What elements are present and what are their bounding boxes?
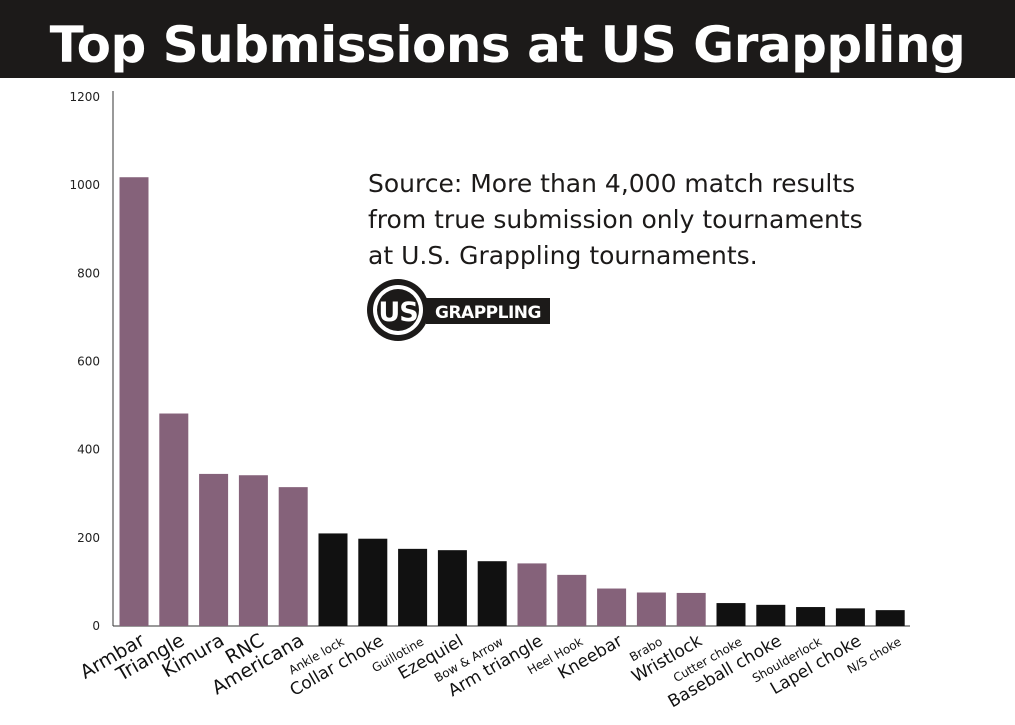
source-note: Source: More than 4,000 match results fr… [368, 166, 968, 274]
y-tick-label: 1200 [69, 90, 100, 104]
bar-heel-hook [557, 574, 587, 626]
y-tick-label: 400 [77, 443, 100, 457]
title-bar: Top Submissions at US Grappling [0, 0, 1015, 78]
bar-americana [278, 487, 308, 626]
bar-arm-triangle [517, 563, 547, 626]
source-note-line-1: Source: More than 4,000 match results [368, 169, 856, 198]
bar-kimura [199, 473, 229, 626]
source-note-line-2: from true submission only tournaments [368, 205, 863, 234]
bar-kneebar [597, 588, 627, 626]
us-grappling-logo: US GRAPPLING [367, 279, 550, 341]
y-tick-label: 1000 [69, 178, 100, 192]
logo-mark: US [378, 297, 417, 328]
y-tick-label: 0 [92, 619, 100, 633]
bar-triangle [159, 413, 189, 626]
bar-brabo [636, 592, 666, 626]
bar-rnc [238, 475, 268, 626]
bar-ankle-lock [318, 533, 348, 626]
bar-wristlock [676, 592, 706, 626]
bar-guillotine [398, 548, 428, 626]
y-tick-label: 600 [77, 355, 100, 369]
chart-title: Top Submissions at US Grappling [49, 16, 966, 74]
bar-shoulderlock [796, 607, 826, 626]
logo-word: GRAPPLING [435, 303, 541, 323]
bar-n-s-choke [875, 610, 905, 626]
bar-baseball-choke [756, 604, 786, 626]
bar-armbar [119, 177, 149, 626]
bar-ezequiel [437, 550, 467, 626]
bar-lapel-choke [835, 608, 865, 626]
bar-collar-choke [358, 538, 388, 626]
y-tick-label: 800 [77, 266, 100, 280]
y-tick-label: 200 [77, 531, 100, 545]
bar-bow-arrow [477, 561, 507, 626]
bar-cutter-choke [716, 603, 746, 626]
source-note-line-3: at U.S. Grappling tournaments. [368, 241, 758, 270]
